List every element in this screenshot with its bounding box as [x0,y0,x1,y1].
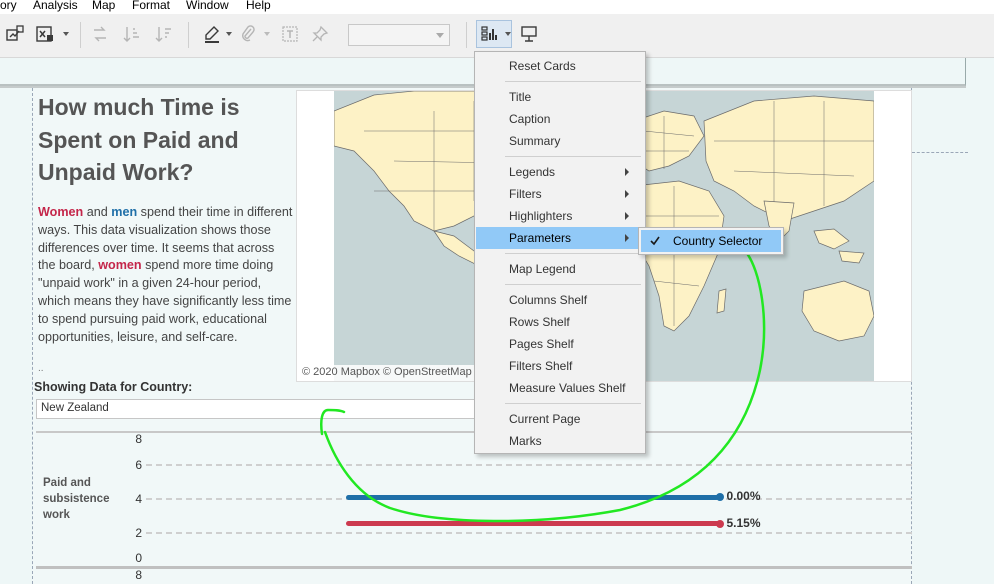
menu-item-label: Filters Shelf [509,359,573,373]
menu-item-label: Reset Cards [509,59,576,73]
parameters-submenu: Country Selector [638,227,784,255]
menu-separator [505,156,641,157]
menu-item-label: Filters [509,187,542,201]
row-label: Paid and subsistence work [43,477,110,521]
menu-item-label: Marks [509,434,542,448]
menu-item-label: Title [509,90,532,104]
men-highlight: men [111,205,138,219]
menu-item-caption[interactable]: Caption [476,108,644,130]
menu-item-label: Legends [509,165,556,179]
menu-item-filters-shelf[interactable]: Filters Shelf [476,355,644,377]
menu-history[interactable]: ory [0,0,17,12]
menu-analysis[interactable]: Analysis [33,0,78,12]
gridline [146,532,912,534]
women-highlight: women [98,258,142,273]
menu-item-label: Measure Values Shelf [509,381,626,395]
menu-item-label: Pages Shelf [509,337,574,351]
menu-item-label: Map Legend [509,262,576,276]
menu-separator [505,403,641,404]
map-attribution[interactable]: © 2020 Mapbox © OpenStreetMap [299,365,475,381]
desc-text: spend more time doing "unpaid work" in a… [38,258,292,344]
menu-format[interactable]: Format [132,0,171,12]
clear-sheet-icon[interactable] [33,22,57,46]
y-tick: 8 [135,432,142,446]
menu-bar: ory Analysis Map Format Window Help [0,0,994,14]
show-cards-icon [478,22,502,46]
divider [912,152,968,153]
show-cards-button[interactable] [476,20,512,48]
women-bar[interactable] [345,521,720,527]
menu-item-title[interactable]: Title [476,86,644,108]
attach-icon[interactable] [236,22,260,46]
menu-separator [505,81,641,82]
menu-separator [505,253,641,254]
text-label-icon[interactable] [278,22,302,46]
menu-item-rows-shelf[interactable]: Rows Shelf [476,311,644,333]
menu-item-label: Rows Shelf [509,315,570,329]
submenu-arrow-icon [625,234,629,242]
y-tick: 6 [135,458,142,472]
submenu-arrow-icon [625,212,629,220]
menu-item-label: Country Selector [673,234,763,248]
presentation-icon[interactable] [517,22,541,46]
women-value-label: 5.15% [726,515,761,530]
menu-item-highlighters[interactable]: Highlighters [476,205,644,227]
women-bar-endpoint[interactable] [715,519,724,528]
dashboard-title: How much Time is Spent on Paid and Unpai… [38,94,240,185]
desc-text: spend their time in different ways. This… [38,205,293,273]
highlight-icon[interactable] [200,22,224,46]
toolbar [0,14,994,58]
menu-item-map-legend[interactable]: Map Legend [476,258,644,280]
sort-descending-icon[interactable] [152,22,176,46]
menu-item-filters[interactable]: Filters [476,183,644,205]
women-highlight: Women [38,205,84,219]
menu-window[interactable]: Window [186,0,229,12]
menu-item-label: Parameters [509,231,572,245]
menu-item-pages-shelf[interactable]: Pages Shelf [476,333,644,355]
menu-item-country-selector[interactable]: Country Selector [641,230,781,252]
y-tick: 8 [135,568,142,582]
y-tick: 2 [135,526,142,540]
menu-item-label: Columns Shelf [509,293,588,307]
menu-map[interactable]: Map [92,0,116,12]
country-selector-label: Showing Data for Country: [34,380,193,394]
menu-item-measure-values-shelf[interactable]: Measure Values Shelf [476,377,644,399]
dashboard-description: Women and men spend their time in differ… [38,204,294,346]
toolbar-combo[interactable] [348,24,450,46]
menu-item-label: Caption [509,112,551,126]
menu-item-reset-cards[interactable]: Reset Cards [476,55,644,77]
submenu-arrow-icon [625,190,629,198]
menu-item-label: Summary [509,134,561,148]
desc-text: and [83,205,112,219]
men-value-label: 0.00% [726,489,761,503]
menu-item-label: Highlighters [509,209,573,223]
menu-item-legends[interactable]: Legends [476,161,644,183]
menu-item-summary[interactable]: Summary [476,130,644,152]
show-cards-menu: Reset Cards Title Caption Summary Legends Fil… [474,51,646,454]
country-selector-input[interactable]: New Zealand [36,399,480,419]
y-tick: 4 [135,492,142,506]
menu-item-parameters[interactable]: Parameters [476,227,644,249]
check-icon [650,236,660,246]
menu-item-label: Current Page [509,412,581,426]
swap-icon[interactable] [88,22,112,46]
menu-separator [505,284,641,285]
menu-item-current-page[interactable]: Current Page [476,408,644,430]
submenu-arrow-icon [625,168,629,176]
chart-divider [36,566,912,569]
description-overflow: .. [38,363,44,374]
sort-ascending-icon[interactable] [120,22,144,46]
menu-help[interactable]: Help [246,0,271,12]
men-bar-endpoint[interactable] [715,493,724,501]
new-worksheet-icon[interactable] [3,22,27,46]
gridline [146,464,912,466]
pin-icon[interactable] [308,22,332,46]
men-bar[interactable] [345,494,720,500]
y-tick: 0 [135,551,142,565]
menu-item-columns-shelf[interactable]: Columns Shelf [476,289,644,311]
menu-item-marks[interactable]: Marks [476,430,644,452]
